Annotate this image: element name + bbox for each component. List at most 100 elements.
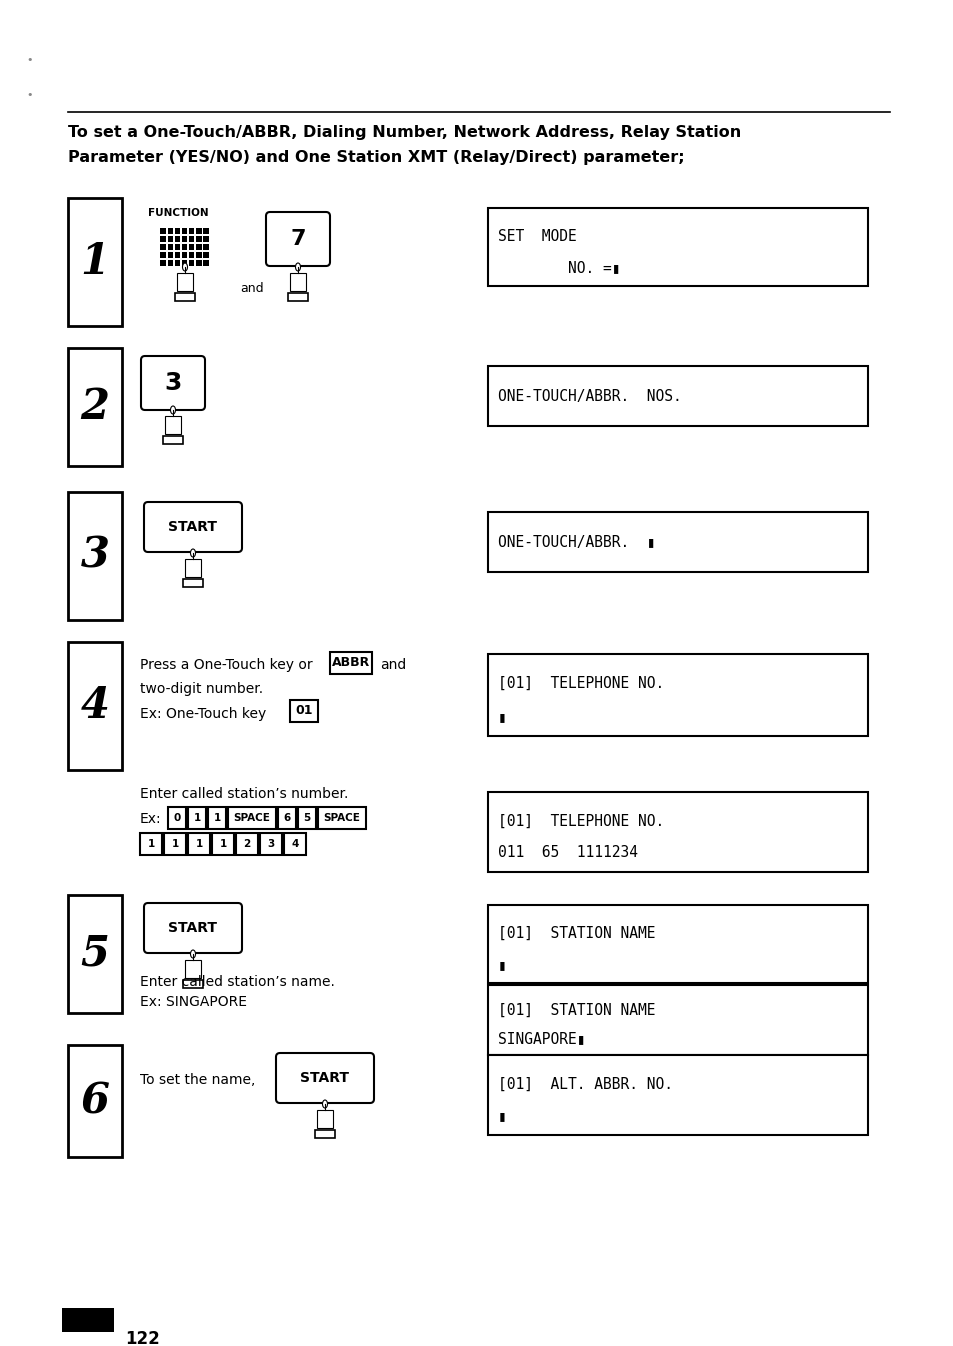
Bar (168, 245, 172, 250)
Text: 3: 3 (80, 534, 110, 577)
Bar (182, 260, 187, 267)
Ellipse shape (191, 549, 195, 557)
Text: 1: 1 (80, 241, 110, 283)
Bar (182, 229, 187, 234)
Bar (196, 229, 201, 234)
Bar (488, 905, 867, 983)
Text: and: and (240, 281, 263, 295)
Text: Parameter (YES/NO) and One Station XMT (Relay/Direct) parameter;: Parameter (YES/NO) and One Station XMT (… (68, 149, 684, 166)
Text: START: START (169, 520, 217, 534)
Text: Enter called station’s number.: Enter called station’s number. (140, 787, 348, 801)
Ellipse shape (171, 406, 175, 415)
FancyBboxPatch shape (266, 213, 330, 267)
Bar (163, 436, 183, 444)
Text: 1: 1 (147, 839, 154, 849)
Text: and: and (379, 658, 406, 672)
Text: Ex:: Ex: (140, 812, 161, 826)
Bar (189, 245, 194, 250)
Bar (174, 253, 180, 258)
Bar (177, 273, 193, 291)
Text: 6: 6 (80, 1079, 110, 1123)
Bar (182, 253, 187, 258)
Ellipse shape (295, 262, 300, 271)
Bar (284, 833, 306, 855)
Bar (488, 511, 867, 572)
Text: SET  MODE: SET MODE (497, 229, 577, 244)
Bar (196, 245, 201, 250)
Bar (297, 808, 315, 829)
Text: 7: 7 (290, 229, 305, 249)
Text: 011  65  1111234: 011 65 1111234 (497, 845, 638, 860)
Text: START: START (300, 1071, 349, 1085)
Text: [01]  ALT. ABBR. NO.: [01] ALT. ABBR. NO. (497, 1077, 672, 1092)
Bar (189, 253, 194, 258)
Bar (488, 1055, 867, 1135)
Text: ▮: ▮ (497, 1108, 506, 1124)
Text: 3: 3 (267, 839, 274, 849)
Bar (260, 833, 282, 855)
Text: two-digit number.: two-digit number. (140, 682, 263, 696)
Text: 2: 2 (80, 386, 110, 428)
Bar (288, 293, 308, 302)
Bar (189, 260, 194, 267)
Text: START: START (169, 921, 217, 935)
Text: [01]  STATION NAME: [01] STATION NAME (497, 926, 655, 941)
Bar (168, 260, 172, 267)
Text: 01: 01 (294, 704, 313, 717)
Bar (196, 253, 201, 258)
Ellipse shape (322, 1100, 327, 1108)
FancyBboxPatch shape (141, 355, 205, 411)
Bar (174, 260, 180, 267)
Text: [01]  TELEPHONE NO.: [01] TELEPHONE NO. (497, 813, 663, 828)
Text: •: • (27, 55, 33, 65)
Bar (212, 833, 233, 855)
Bar (68, 642, 122, 770)
Bar (174, 237, 180, 242)
Bar (160, 237, 166, 242)
Bar (290, 273, 306, 291)
Bar (330, 651, 372, 674)
Text: SPACE: SPACE (233, 813, 270, 822)
Text: ONE-TOUCH/ABBR.  NOS.: ONE-TOUCH/ABBR. NOS. (497, 389, 681, 404)
Text: [01]  TELEPHONE NO.: [01] TELEPHONE NO. (497, 676, 663, 690)
Text: 2: 2 (243, 839, 251, 849)
Bar (164, 833, 186, 855)
Bar (165, 416, 181, 433)
Bar (189, 237, 194, 242)
Text: To set a One-Touch/ABBR, Dialing Number, Network Address, Relay Station: To set a One-Touch/ABBR, Dialing Number,… (68, 125, 740, 140)
Text: ONE-TOUCH/ABBR.  ▮: ONE-TOUCH/ABBR. ▮ (497, 534, 655, 549)
Bar (235, 833, 257, 855)
Bar (314, 1131, 335, 1137)
Bar (68, 1044, 122, 1158)
Bar (290, 700, 317, 721)
Bar (160, 253, 166, 258)
Bar (203, 245, 209, 250)
Text: 3: 3 (164, 371, 181, 394)
Bar (488, 209, 867, 285)
Text: 4: 4 (80, 685, 110, 727)
Bar (203, 237, 209, 242)
Bar (160, 245, 166, 250)
Bar (488, 654, 867, 736)
Bar (203, 229, 209, 234)
Bar (174, 229, 180, 234)
Bar (182, 245, 187, 250)
Text: ABBR: ABBR (332, 657, 370, 669)
Bar (277, 808, 295, 829)
Bar (168, 253, 172, 258)
Bar (208, 808, 226, 829)
Text: 1: 1 (213, 813, 220, 822)
Bar (168, 237, 172, 242)
Bar (68, 349, 122, 466)
Bar (196, 237, 201, 242)
Bar (316, 1110, 333, 1128)
FancyBboxPatch shape (144, 903, 242, 953)
Text: 1: 1 (172, 839, 178, 849)
Bar (68, 198, 122, 326)
Text: ▮: ▮ (497, 957, 506, 972)
Text: 5: 5 (80, 933, 110, 975)
Bar (174, 293, 194, 302)
Bar (183, 579, 203, 587)
Text: Ex: One-Touch key: Ex: One-Touch key (140, 707, 266, 721)
Text: •: • (27, 90, 33, 100)
